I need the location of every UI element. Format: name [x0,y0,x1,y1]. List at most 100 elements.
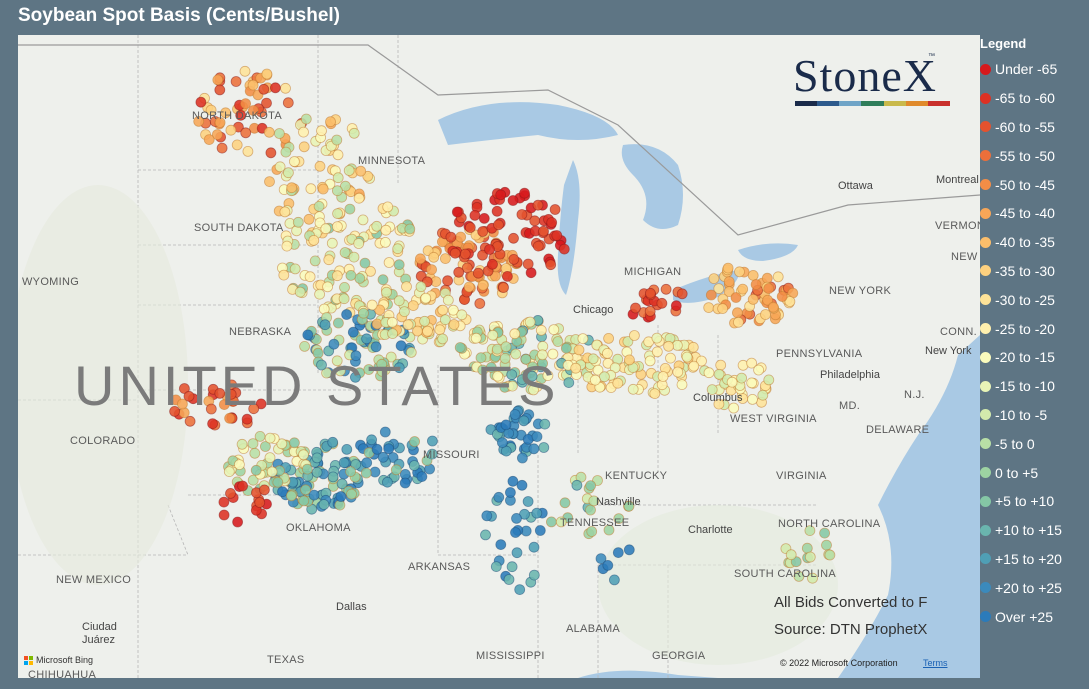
basis-dot[interactable] [331,134,343,146]
basis-dot[interactable] [398,306,410,318]
legend-item[interactable]: +10 to +15 [980,516,1088,545]
basis-dot[interactable] [612,377,624,389]
basis-dot[interactable] [390,464,402,476]
basis-dot[interactable] [627,383,639,395]
basis-dot[interactable] [357,214,369,226]
basis-dot[interactable] [736,372,747,384]
basis-dot[interactable] [522,258,534,270]
basis-dot[interactable] [184,415,196,427]
basis-dot[interactable] [528,384,539,396]
basis-dot[interactable] [761,272,773,284]
legend-item[interactable]: -5 to 0 [980,429,1088,458]
basis-dot[interactable] [586,526,598,537]
basis-dot[interactable] [405,346,417,358]
basis-dot[interactable] [529,215,541,227]
basis-dot[interactable] [439,314,451,326]
basis-dot[interactable] [453,266,465,278]
legend-item[interactable]: -50 to -45 [980,170,1088,199]
basis-dot[interactable] [785,549,797,561]
basis-dot[interactable] [558,243,570,255]
basis-dot[interactable] [491,205,503,217]
basis-dot[interactable] [644,355,656,367]
basis-dot[interactable] [264,432,276,444]
basis-dot[interactable] [218,496,230,508]
basis-dot[interactable] [657,371,669,382]
basis-dot[interactable] [336,478,348,490]
basis-dot[interactable] [323,254,335,266]
basis-dot[interactable] [298,141,310,153]
basis-dot[interactable] [538,442,550,453]
basis-dot[interactable] [216,142,228,154]
legend-item[interactable]: -45 to -40 [980,199,1088,228]
basis-dot[interactable] [331,355,343,367]
basis-dot[interactable] [511,547,523,559]
basis-dot[interactable] [763,374,775,386]
basis-dot[interactable] [747,293,759,305]
basis-dot[interactable] [379,426,391,438]
basis-dot[interactable] [282,97,294,109]
basis-dot[interactable] [459,248,471,260]
basis-dot[interactable] [495,539,507,551]
basis-dot[interactable] [535,324,547,336]
basis-dot[interactable] [507,195,519,206]
basis-dot[interactable] [763,283,775,294]
basis-dot[interactable] [454,342,466,353]
basis-dot[interactable] [630,302,641,314]
basis-dot[interactable] [355,165,367,177]
basis-dot[interactable] [504,487,516,498]
basis-dot[interactable] [713,368,725,380]
basis-dot[interactable] [509,328,521,340]
basis-dot[interactable] [249,447,261,459]
basis-dot[interactable] [414,253,426,265]
basis-dot[interactable] [472,267,484,279]
basis-dot[interactable] [804,525,816,537]
basis-dot[interactable] [242,146,254,157]
basis-dot[interactable] [508,232,519,244]
basis-dot[interactable] [538,225,549,237]
basis-dot[interactable] [331,270,343,282]
basis-dot[interactable] [239,65,251,77]
basis-dot[interactable] [762,294,773,306]
basis-dot[interactable] [528,569,540,581]
basis-dot[interactable] [819,527,830,539]
terms-link[interactable]: Terms [923,658,948,668]
basis-dot[interactable] [377,451,389,463]
basis-dot[interactable] [548,324,560,336]
basis-dot[interactable] [347,326,359,338]
basis-dot[interactable] [428,251,440,263]
basis-dot[interactable] [314,288,326,300]
basis-dot[interactable] [612,547,624,558]
basis-dot[interactable] [649,388,661,400]
basis-dot[interactable] [412,325,423,337]
legend-item[interactable]: -15 to -10 [980,372,1088,401]
basis-dot[interactable] [301,463,313,475]
basis-dot[interactable] [463,281,475,293]
basis-dot[interactable] [532,240,544,252]
legend-item[interactable]: -55 to -50 [980,141,1088,170]
basis-dot[interactable] [688,360,700,372]
basis-dot[interactable] [599,371,610,383]
basis-dot[interactable] [589,374,601,386]
basis-dot[interactable] [577,333,589,345]
basis-dot[interactable] [211,129,223,140]
basis-dot[interactable] [220,107,232,119]
basis-dot[interactable] [225,487,236,499]
basis-dot[interactable] [317,183,329,195]
basis-dot[interactable] [169,405,181,417]
basis-dot[interactable] [183,390,195,402]
basis-dot[interactable] [507,475,519,487]
basis-dot[interactable] [363,364,375,375]
basis-dot[interactable] [510,527,521,538]
basis-dot[interactable] [248,403,260,415]
basis-dot[interactable] [609,574,620,586]
basis-dot[interactable] [478,212,490,224]
basis-dot[interactable] [470,332,482,344]
basis-dot[interactable] [585,480,596,492]
basis-dot[interactable] [377,274,389,286]
basis-dot[interactable] [571,479,583,491]
legend-item[interactable]: +20 to +25 [980,573,1088,602]
basis-dot[interactable] [516,479,528,491]
basis-dot[interactable] [511,512,522,524]
basis-dot[interactable] [563,377,575,389]
basis-dot[interactable] [218,399,230,411]
